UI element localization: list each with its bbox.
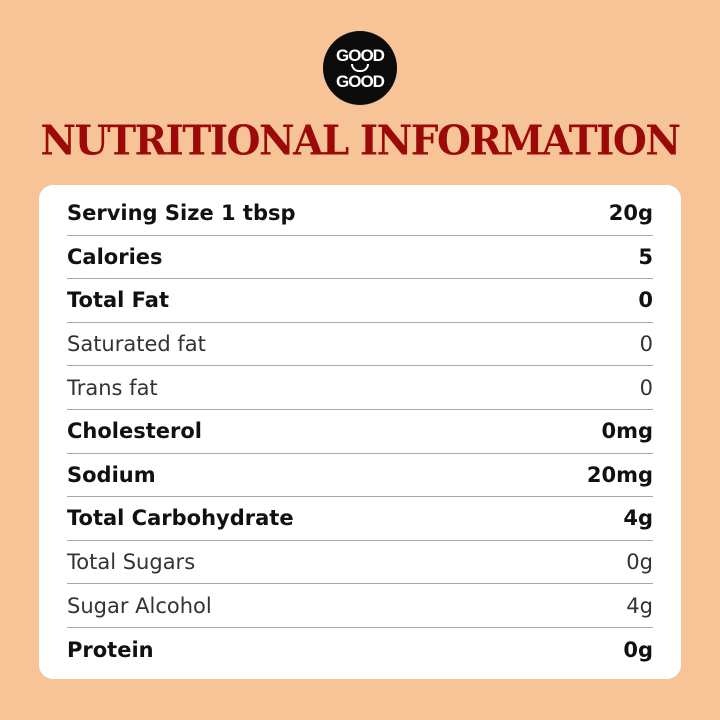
nutrition-row: Serving Size 1 tbsp 20g [67,192,653,236]
nutrition-row: Total Carbohydrate 4g [67,497,653,541]
nutrient-value: 20g [608,201,653,226]
page-title: NUTRITIONAL INFORMATION [40,116,681,166]
nutrient-label: Total Fat [67,288,170,313]
nutrient-value: 0 [638,288,653,313]
nutrient-value: 4g [626,593,653,618]
nutrient-value: 0mg [601,419,653,444]
nutrition-row: Calories 5 [67,236,653,280]
nutrition-row: Saturated fat 0 [67,323,653,367]
nutrient-value: 5 [638,244,653,269]
nutrition-row: Total Fat 0 [67,279,653,323]
nutrient-value: 0g [623,637,653,662]
nutrition-table: Serving Size 1 tbsp 20g Calories 5 Total Fat… [39,185,681,679]
nutrition-row: Trans fat 0 [67,366,653,410]
smile-icon [351,63,369,72]
nutrient-value: 0 [639,375,653,400]
nutrient-label: Calories [67,244,163,269]
nutrient-value: 0 [639,332,653,357]
nutrition-row: Sugar Alcohol 4g [67,584,653,628]
nutrient-label: Total Carbohydrate [67,506,294,531]
nutrient-value: 20mg [586,462,653,487]
nutrition-row: Total Sugars 0g [67,541,653,585]
nutrient-label: Serving Size 1 tbsp [67,201,296,226]
nutrition-row: Sodium 20mg [67,454,653,498]
nutrient-label: Protein [67,637,154,662]
nutrient-value: 4g [623,506,653,531]
nutrient-label: Sugar Alcohol [67,593,212,618]
nutrient-label: Cholesterol [67,419,202,444]
nutrition-row: Protein 0g [67,628,653,672]
brand-logo: GOOD GOOD [323,31,397,105]
nutrient-label: Trans fat [67,375,158,400]
nutrient-value: 0g [626,550,653,575]
nutrient-label: Saturated fat [67,332,206,357]
nutrition-row: Cholesterol 0mg [67,410,653,454]
nutrient-label: Sodium [67,462,156,487]
nutrient-label: Total Sugars [67,550,196,575]
